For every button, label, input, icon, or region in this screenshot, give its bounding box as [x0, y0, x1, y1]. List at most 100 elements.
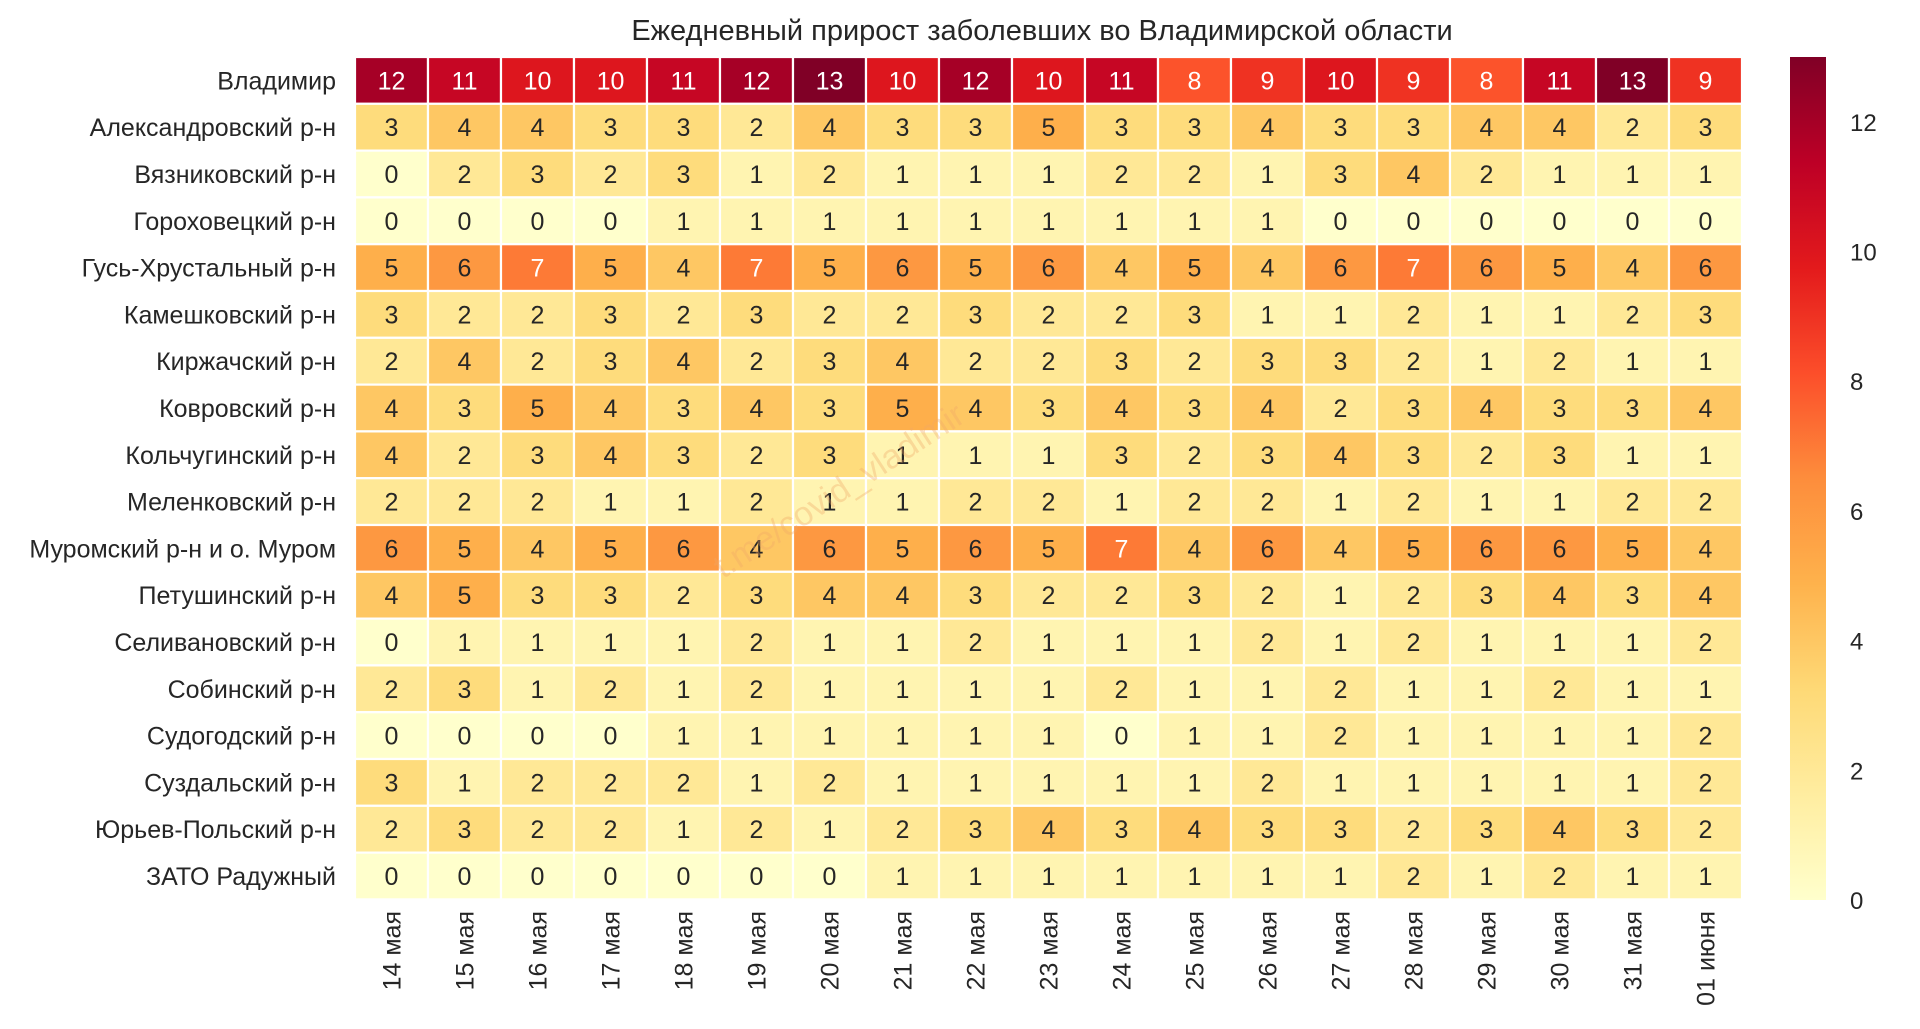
heatmap-cell — [353, 617, 430, 667]
cell-value-label: 6 — [458, 255, 472, 283]
cell-value-label: 6 — [823, 535, 837, 563]
heatmap-cell — [1667, 664, 1744, 714]
cell-value-label: 2 — [1334, 676, 1348, 704]
heatmap-cell — [1375, 617, 1452, 667]
heatmap-cell — [1302, 711, 1379, 761]
heatmap-cell — [791, 289, 868, 339]
cell-value-label: 0 — [750, 863, 764, 891]
cell-value-label: 3 — [677, 161, 691, 189]
cell-value-label: 0 — [385, 723, 399, 751]
cell-value-label: 3 — [1699, 114, 1713, 142]
heatmap-cell — [426, 804, 503, 854]
cell-value-label: 2 — [1261, 582, 1275, 610]
cell-value-label: 1 — [1480, 629, 1494, 657]
cell-value-label: 1 — [1699, 442, 1713, 470]
cell-value-label: 1 — [1480, 863, 1494, 891]
cell-value-label: 4 — [385, 395, 399, 423]
heatmap-cell — [572, 289, 649, 339]
cell-value-label: 3 — [823, 395, 837, 423]
heatmap-cell — [1156, 523, 1233, 573]
cell-value-label: 5 — [458, 582, 472, 610]
cell-value-label: 0 — [1334, 208, 1348, 236]
row-label: Кольчугинский р-н — [125, 442, 336, 470]
cell-value-label: 6 — [969, 535, 983, 563]
colorbar-tick-label: 10 — [1850, 240, 1877, 267]
column-label: 18 мая — [671, 911, 699, 990]
heatmap-cell — [1667, 289, 1744, 339]
heatmap-cell — [718, 243, 795, 293]
heatmap-cell — [353, 477, 430, 527]
colorbar-tick-label: 8 — [1850, 369, 1863, 396]
cell-value-label: 0 — [1553, 208, 1567, 236]
cell-value-label: 5 — [896, 535, 910, 563]
heatmap-cell — [645, 711, 722, 761]
cell-value-label: 3 — [1334, 348, 1348, 376]
cell-value-label: 1 — [458, 769, 472, 797]
row-label: Муромский р-н и о. Муром — [29, 535, 336, 563]
heatmap-cell — [353, 664, 430, 714]
column-label: 27 мая — [1328, 911, 1356, 990]
heatmap-cell — [1302, 55, 1379, 105]
heatmap-cell — [1010, 804, 1087, 854]
heatmap-cell — [1010, 196, 1087, 246]
cell-value-label: 1 — [1261, 301, 1275, 329]
column-label: 20 мая — [817, 911, 845, 990]
row-labels: Владимир Александровский р-н Вязниковский … — [29, 67, 336, 891]
cell-value-label: 1 — [1115, 208, 1129, 236]
cell-value-label: 2 — [1407, 816, 1421, 844]
heatmap-cell — [1229, 289, 1306, 339]
cell-value-label: 4 — [385, 582, 399, 610]
heatmap-cell — [937, 196, 1014, 246]
cell-value-label: 4 — [823, 114, 837, 142]
heatmap-cell — [645, 570, 722, 620]
cell-value-label: 3 — [677, 442, 691, 470]
heatmap-cell — [1156, 804, 1233, 854]
row-label: Ковровский р-н — [159, 395, 336, 423]
cell-value-label: 1 — [896, 723, 910, 751]
heatmap-cell — [791, 617, 868, 667]
cell-value-label: 3 — [531, 582, 545, 610]
heatmap-cell — [572, 804, 649, 854]
cell-value-label: 1 — [1115, 629, 1129, 657]
cell-value-label: 3 — [1261, 442, 1275, 470]
cell-value-label: 3 — [604, 114, 618, 142]
cell-value-label: 1 — [1553, 301, 1567, 329]
heatmap-cell — [353, 711, 430, 761]
row-label: Киржачский р-н — [156, 348, 336, 376]
cell-value-label: 0 — [677, 863, 691, 891]
row-label: Вязниковский р-н — [134, 161, 336, 189]
cell-value-label: 3 — [531, 442, 545, 470]
heatmap-cell — [1448, 477, 1525, 527]
colorbar-tick-label: 6 — [1850, 499, 1863, 526]
column-label: 26 мая — [1255, 911, 1283, 990]
cell-value-label: 4 — [531, 114, 545, 142]
cell-value-label: 0 — [458, 723, 472, 751]
heatmap-cell — [1448, 149, 1525, 199]
heatmap-cell — [426, 243, 503, 293]
heatmap-cell — [718, 336, 795, 386]
heatmap-cell — [937, 243, 1014, 293]
cell-value-label: 1 — [531, 629, 545, 657]
column-label: 21 мая — [890, 911, 918, 990]
cell-value-label: 4 — [1480, 395, 1494, 423]
cell-value-label: 2 — [1407, 863, 1421, 891]
cell-value-label: 2 — [385, 489, 399, 517]
heatmap-cell — [1083, 851, 1160, 901]
cell-value-label: 3 — [1553, 442, 1567, 470]
heatmap-cell — [1594, 430, 1671, 480]
heatmap-cell — [353, 289, 430, 339]
cell-value-label: 5 — [604, 255, 618, 283]
heatmap-cell — [1375, 664, 1452, 714]
cell-value-label: 2 — [750, 816, 764, 844]
cell-value-label: 2 — [1115, 161, 1129, 189]
heatmap-cell — [1010, 711, 1087, 761]
heatmap-cell — [426, 851, 503, 901]
cell-value-label: 2 — [1261, 629, 1275, 657]
cell-value-label: 4 — [1188, 816, 1202, 844]
cell-value-label: 5 — [1188, 255, 1202, 283]
cell-value-label: 4 — [1188, 535, 1202, 563]
cell-value-label: 0 — [458, 863, 472, 891]
heatmap-cell — [1229, 149, 1306, 199]
heatmap-cell — [353, 757, 430, 807]
heatmap-cell — [1083, 196, 1160, 246]
